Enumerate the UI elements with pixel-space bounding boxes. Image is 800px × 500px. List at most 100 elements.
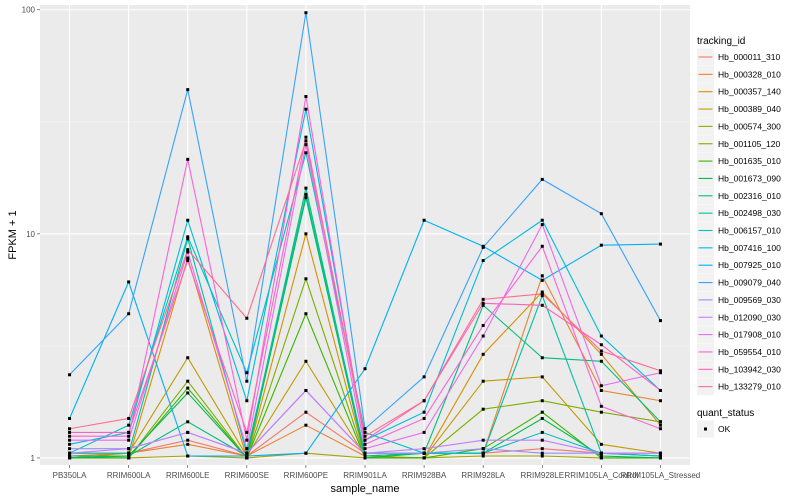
- data-point: [599, 334, 603, 338]
- legend-label: Hb_001673_090: [718, 173, 781, 183]
- data-point: [540, 438, 544, 442]
- data-point: [186, 235, 190, 239]
- legend-label: Hb_017908_010: [718, 330, 781, 340]
- data-point: [363, 454, 367, 458]
- data-point: [658, 388, 662, 392]
- data-point: [186, 256, 190, 260]
- y-tick-label: 1: [31, 454, 36, 463]
- data-point: [540, 416, 544, 420]
- data-point: [245, 456, 249, 460]
- data-point: [186, 157, 190, 161]
- data-point: [422, 218, 426, 222]
- data-point: [599, 404, 603, 408]
- data-point: [540, 303, 544, 307]
- data-point: [68, 454, 72, 458]
- data-point: [599, 410, 603, 414]
- data-point: [540, 218, 544, 222]
- x-tick-label: RRIM928BA: [402, 471, 447, 480]
- data-point: [68, 373, 72, 377]
- data-point: [481, 379, 485, 383]
- data-point: [481, 303, 485, 307]
- data-point: [599, 212, 603, 216]
- data-point: [658, 369, 662, 373]
- data-point: [540, 294, 544, 298]
- x-tick-label: RRIM600SE: [225, 471, 269, 480]
- legend-label: Hb_001635_010: [718, 156, 781, 166]
- legend-title: tracking_id: [697, 36, 745, 47]
- data-point: [540, 278, 544, 282]
- legend-label: Hb_000357_140: [718, 87, 781, 97]
- data-point: [245, 447, 249, 451]
- data-point: [481, 259, 485, 263]
- data-point: [540, 356, 544, 360]
- data-point: [658, 423, 662, 427]
- legend-label: Hb_000574_300: [718, 121, 781, 131]
- data-point: [363, 456, 367, 460]
- data-point: [658, 451, 662, 455]
- data-point: [186, 391, 190, 395]
- x-tick-label: RRIM600LE: [166, 471, 210, 480]
- data-point: [599, 349, 603, 353]
- data-point: [304, 95, 308, 99]
- legend-label: Hb_009079_040: [718, 278, 781, 288]
- data-point: [481, 323, 485, 327]
- legend-key-point: [704, 427, 707, 431]
- data-point: [363, 430, 367, 434]
- data-point: [481, 447, 485, 451]
- data-point: [186, 454, 190, 458]
- data-point: [186, 442, 190, 446]
- data-point: [68, 447, 72, 451]
- data-point: [363, 434, 367, 438]
- data-point: [304, 388, 308, 392]
- data-point: [540, 451, 544, 455]
- x-tick-label: RRIM901LA: [343, 471, 387, 480]
- data-point: [186, 250, 190, 254]
- data-point: [304, 186, 308, 190]
- data-point: [245, 438, 249, 442]
- data-point: [540, 430, 544, 434]
- data-point: [363, 438, 367, 442]
- data-point: [304, 143, 308, 147]
- data-point: [304, 312, 308, 316]
- data-point: [245, 454, 249, 458]
- data-point: [481, 451, 485, 455]
- data-point: [127, 434, 131, 438]
- legend-label: Hb_012090_030: [718, 312, 781, 322]
- data-point: [68, 438, 72, 442]
- data-point: [127, 456, 131, 460]
- data-point: [540, 292, 544, 296]
- data-point: [68, 434, 72, 438]
- data-point: [186, 430, 190, 434]
- data-point: [186, 218, 190, 222]
- data-point: [422, 430, 426, 434]
- x-axis-title: sample_name: [330, 483, 399, 495]
- data-point: [127, 451, 131, 455]
- data-point: [304, 196, 308, 200]
- data-point: [304, 410, 308, 414]
- data-point: [186, 420, 190, 424]
- data-point: [127, 423, 131, 427]
- data-point: [658, 319, 662, 323]
- legend-tracking-id: tracking_id Hb_000011_310 Hb_000328_010 Hb…: [697, 36, 781, 396]
- data-point: [422, 451, 426, 455]
- legend-label: Hb_000389_040: [718, 104, 781, 114]
- data-point: [658, 371, 662, 375]
- data-point: [186, 248, 190, 252]
- data-point: [245, 451, 249, 455]
- data-point: [186, 237, 190, 241]
- data-point: [245, 316, 249, 320]
- data-point: [304, 11, 308, 15]
- data-point: [127, 416, 131, 420]
- data-point: [68, 456, 72, 460]
- legend-label: Hb_007925_010: [718, 260, 781, 270]
- data-point: [245, 379, 249, 383]
- data-point: [599, 442, 603, 446]
- data-point: [599, 384, 603, 388]
- data-point: [422, 399, 426, 403]
- data-point: [481, 334, 485, 338]
- legend-label: Hb_000011_310: [718, 52, 781, 62]
- y-tick-label: 10: [26, 230, 35, 239]
- data-point: [304, 232, 308, 236]
- data-point: [540, 274, 544, 278]
